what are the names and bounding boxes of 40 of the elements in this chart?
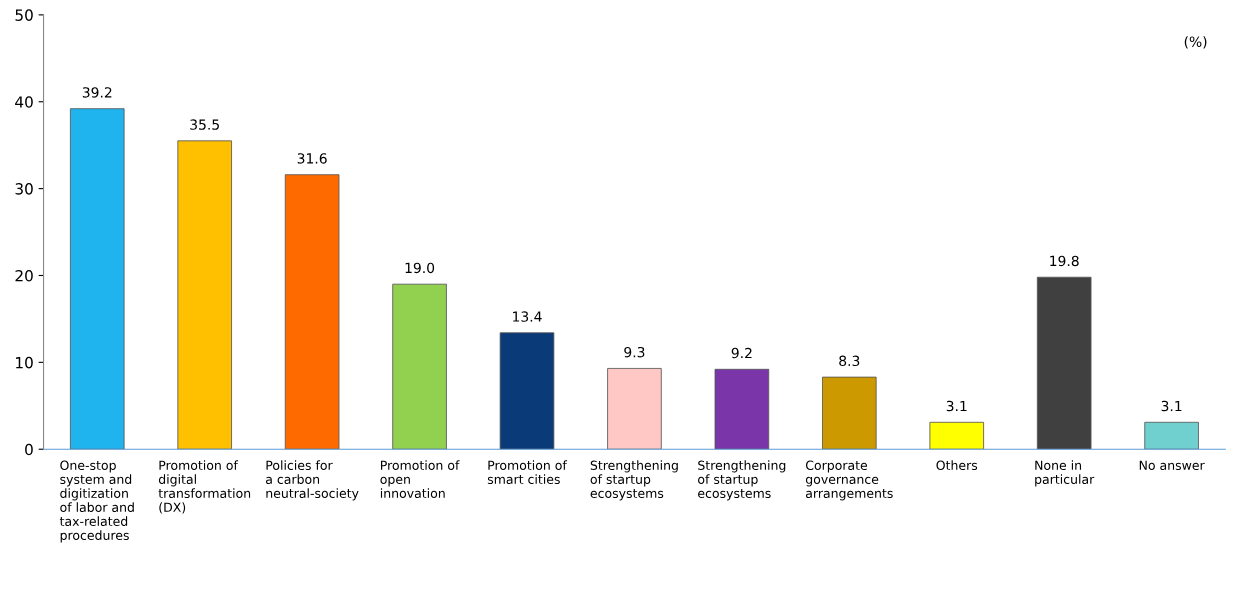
bar: [392, 283, 447, 450]
x-tick-label: One-stop system and digitization of labor and tax-related procedures: [59, 460, 134, 543]
bar: [822, 376, 877, 450]
data-label: 3.1: [946, 400, 967, 412]
data-label: 19.8: [1050, 255, 1079, 267]
data-label: 3.1: [1161, 400, 1182, 412]
bar: [714, 368, 770, 450]
y-tick-label: 40: [15, 96, 33, 108]
bar: [929, 421, 985, 450]
bar: [1144, 421, 1199, 450]
x-tick-label: Policies for a carbon neutral-society: [266, 460, 359, 501]
data-label: 31.6: [297, 153, 327, 164]
data-label: 9.2: [731, 347, 752, 359]
bar: [607, 368, 662, 450]
y-tick-label: 10: [16, 356, 33, 369]
x-tick-label: Corporate governance arrangements: [805, 460, 893, 501]
x-tick-label: No answer: [1139, 460, 1205, 471]
data-label: 8.3: [839, 355, 860, 367]
x-tick-label: None in particular: [1035, 460, 1095, 487]
bar: [284, 174, 340, 450]
y-tick-label: 20: [15, 269, 33, 282]
y-tick-label: 0: [25, 443, 33, 456]
data-label: 13.4: [513, 311, 542, 322]
x-tick-label: Promotion of open innovation: [380, 460, 460, 499]
x-tick-label: Promotion of smart cities: [487, 460, 568, 485]
x-tick-label: Strengthening of startup ecosystems: [590, 460, 678, 501]
data-label: 39.2: [82, 87, 112, 98]
bar: [499, 332, 555, 450]
x-tick-label: Promotion of digital transformation (DX): [158, 460, 251, 514]
x-tick-label: Strengthening of startup ecosystems: [698, 460, 786, 501]
bar: [177, 140, 232, 450]
annotation: (%): [1184, 36, 1207, 49]
data-label: 35.5: [190, 119, 219, 130]
data-label: 19.0: [405, 262, 435, 274]
bar: [69, 108, 125, 450]
y-tick-label: 30: [15, 183, 33, 195]
x-tick-label: Others: [936, 460, 978, 471]
bar: [1036, 276, 1092, 450]
y-tick-label: 50: [15, 9, 33, 21]
data-label: 9.3: [624, 346, 645, 358]
